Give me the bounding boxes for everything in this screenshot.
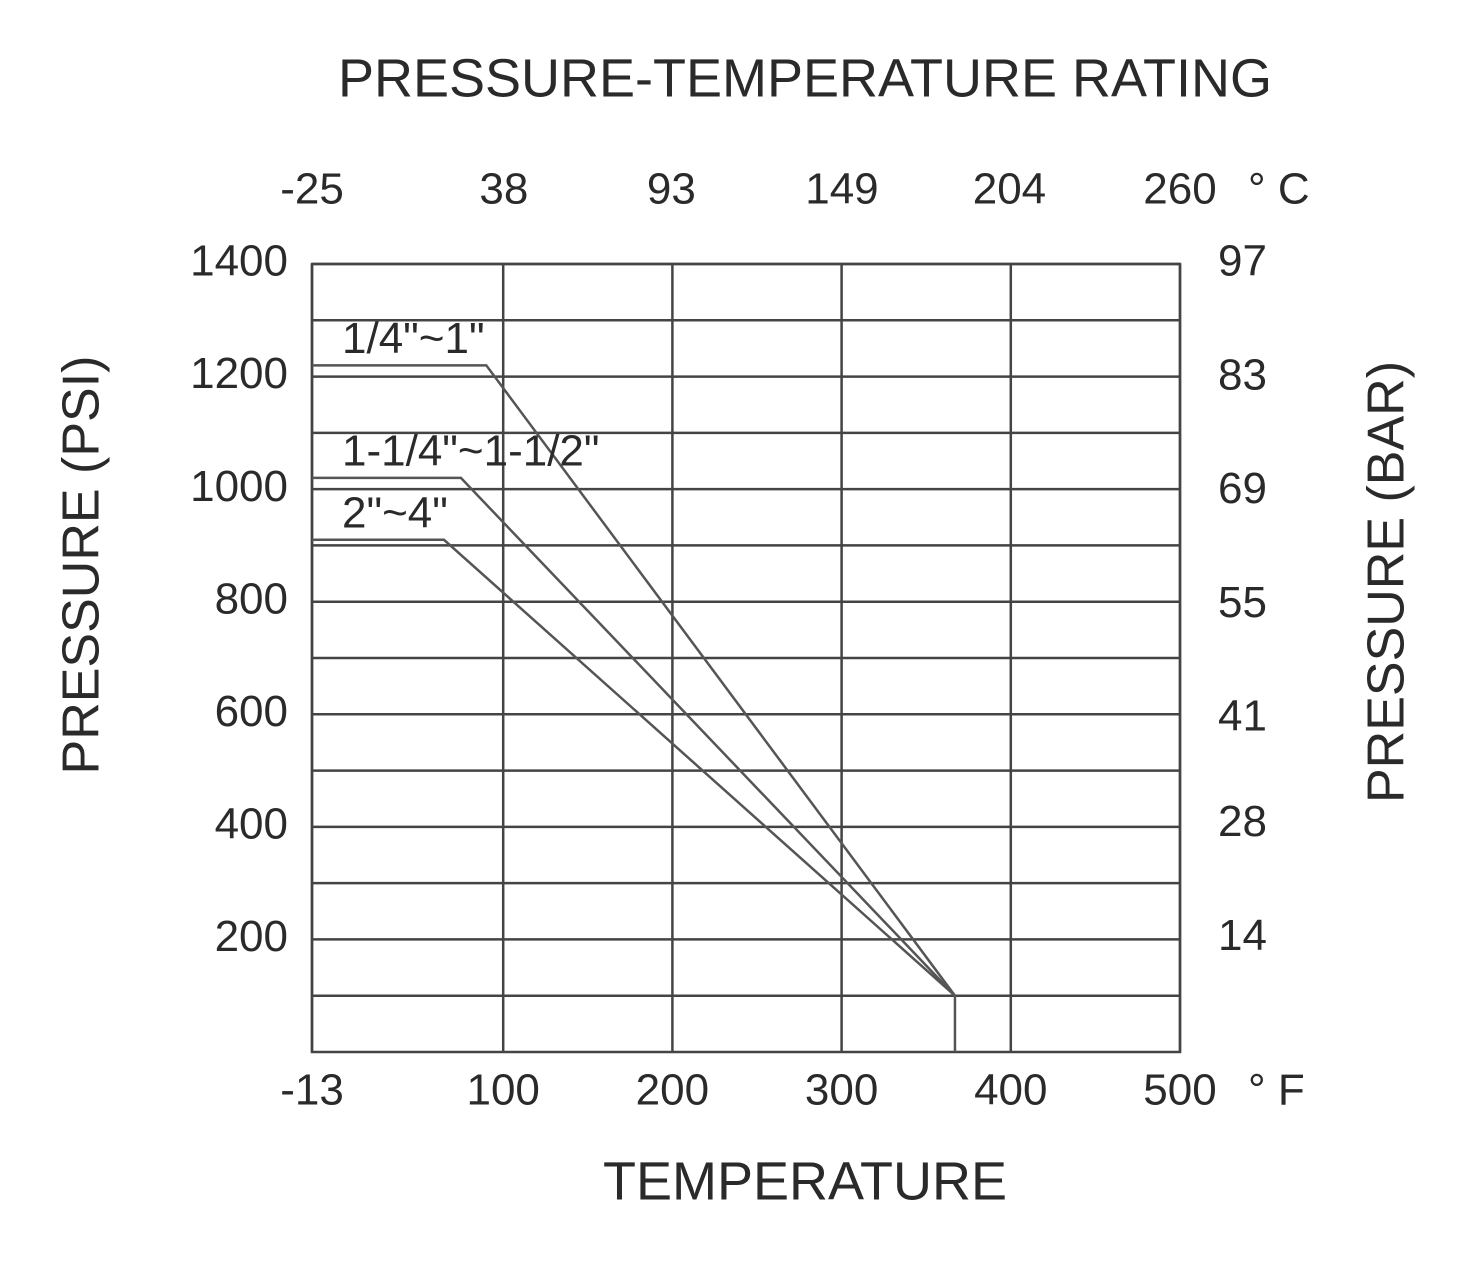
- x-tick-label: 300: [805, 1066, 878, 1115]
- y2-tick-label: 83: [1218, 350, 1267, 399]
- x-tick-label: 400: [974, 1066, 1047, 1115]
- series-label: 1/4"~1": [342, 314, 485, 363]
- x-tick-label: 100: [466, 1066, 539, 1115]
- x2-tick-label: 149: [805, 165, 878, 214]
- series-line: [312, 364, 957, 1052]
- series-line: [312, 538, 956, 997]
- x2-tick-label: -25: [280, 165, 344, 214]
- y2-tick-label: 55: [1218, 578, 1267, 627]
- series-line: [312, 476, 956, 997]
- x-unit: ° F: [1248, 1066, 1305, 1115]
- y2-tick-label: 97: [1218, 237, 1267, 286]
- y-tick-label: 200: [215, 912, 288, 961]
- x2-tick-label: 260: [1143, 165, 1216, 214]
- y-tick-label: 400: [215, 799, 288, 848]
- chart-title: PRESSURE-TEMPERATURE RATING: [338, 48, 1272, 108]
- y2-tick-label: 14: [1218, 911, 1267, 960]
- y2-tick-label: 28: [1218, 797, 1267, 846]
- y2-axis-label: PRESSURE (BAR): [1358, 361, 1416, 803]
- series-label: 1-1/4"~1-1/2": [342, 427, 600, 476]
- x-tick-label: 200: [636, 1066, 709, 1115]
- x-tick-label: 500: [1143, 1066, 1216, 1115]
- y-tick-label: 1400: [190, 237, 288, 286]
- y2-tick-label: 69: [1218, 464, 1267, 513]
- y-tick-label: 1000: [190, 462, 288, 511]
- x2-tick-label: 93: [647, 165, 696, 214]
- x-tick-label: -13: [280, 1066, 344, 1115]
- x-axis-label: TEMPERATURE: [603, 1151, 1007, 1211]
- x2-tick-label: 204: [973, 165, 1046, 214]
- series-label: 2"~4": [342, 488, 448, 537]
- x2-tick-label: 38: [479, 165, 528, 214]
- y-axis-label: PRESSURE (PSI): [53, 356, 111, 775]
- y-tick-label: 800: [215, 574, 288, 623]
- y-tick-label: 600: [215, 687, 288, 736]
- x2-unit: ° C: [1248, 165, 1310, 214]
- y2-tick-label: 41: [1218, 692, 1267, 741]
- y-tick-label: 1200: [190, 349, 288, 398]
